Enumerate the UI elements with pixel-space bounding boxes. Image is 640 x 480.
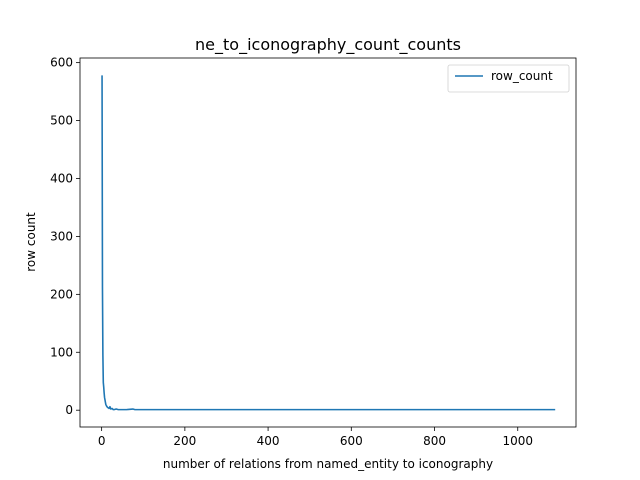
y-tick-label: 200	[50, 287, 73, 301]
legend-box	[447, 64, 570, 93]
x-tick-label: 400	[257, 434, 280, 448]
x-tick-label: 800	[423, 434, 446, 448]
y-tick-label: 500	[50, 114, 73, 128]
x-tick-label: 200	[173, 434, 196, 448]
series-layer	[101, 75, 556, 411]
y-axis-label: row count	[24, 212, 38, 272]
plot-frame	[79, 57, 577, 428]
y-tick-label: 300	[50, 229, 73, 243]
x-axis-label: number of relations from named_entity to…	[163, 457, 493, 471]
y-tick-label: 100	[50, 345, 73, 359]
x-tick-label: 1000	[502, 434, 533, 448]
x-tick-label: 0	[98, 434, 106, 448]
x-tick-label: 600	[340, 434, 363, 448]
series-line-row-count	[101, 75, 556, 411]
plot-background	[80, 58, 576, 427]
legend-label-row-count: row_count	[491, 69, 553, 83]
x-axis-ticks: 0 200 400 600 800 1000	[98, 427, 533, 448]
y-axis-ticks: 0 100 200 300 400 500 600	[50, 56, 80, 417]
legend: row_count	[447, 64, 570, 93]
y-tick-label: 600	[50, 56, 73, 70]
y-tick-label: 400	[50, 171, 73, 185]
y-tick-label: 0	[65, 403, 73, 417]
chart-title: ne_to_iconography_count_counts	[195, 35, 461, 55]
